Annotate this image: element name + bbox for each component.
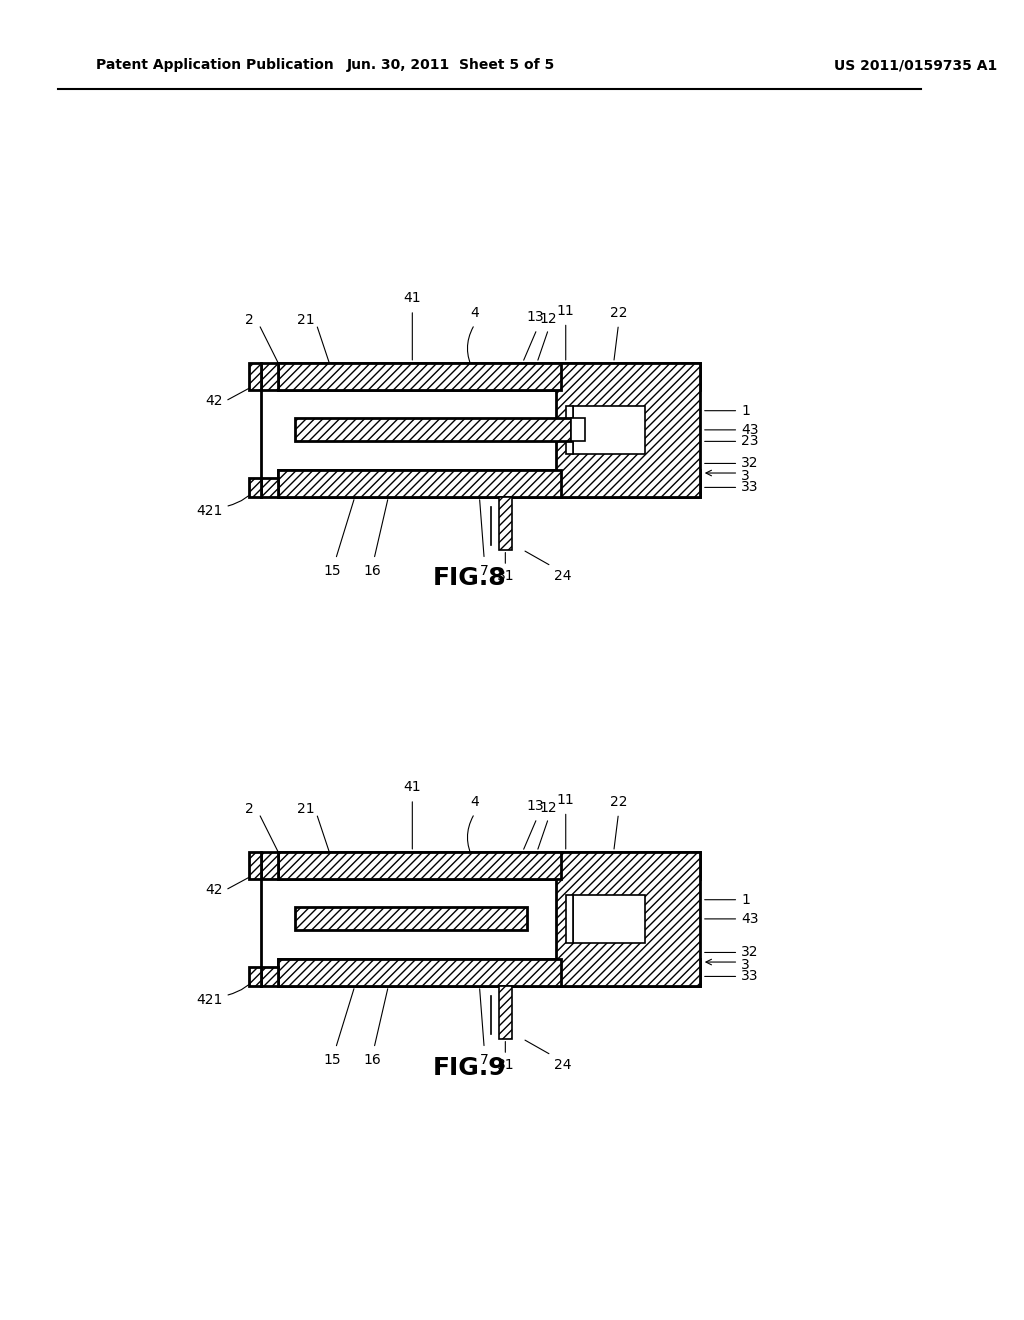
Text: 33: 33 bbox=[741, 969, 759, 983]
Text: US 2011/0159735 A1: US 2011/0159735 A1 bbox=[835, 58, 997, 73]
Text: 31: 31 bbox=[497, 569, 514, 583]
Bar bbox=[249, 966, 261, 986]
Bar bbox=[249, 851, 261, 879]
Text: Patent Application Publication: Patent Application Publication bbox=[96, 58, 334, 73]
Bar bbox=[261, 478, 279, 498]
Text: 2: 2 bbox=[246, 801, 254, 816]
Text: 32: 32 bbox=[741, 945, 759, 960]
Bar bbox=[556, 851, 700, 986]
Text: 31: 31 bbox=[497, 1057, 514, 1072]
Text: Jun. 30, 2011  Sheet 5 of 5: Jun. 30, 2011 Sheet 5 of 5 bbox=[346, 58, 555, 73]
Text: 12: 12 bbox=[540, 313, 557, 326]
Text: 21: 21 bbox=[297, 801, 314, 816]
Bar bbox=[295, 907, 527, 931]
Text: 42: 42 bbox=[205, 883, 222, 898]
Text: 4: 4 bbox=[470, 795, 479, 809]
Text: 41: 41 bbox=[403, 780, 421, 795]
Text: 3: 3 bbox=[741, 958, 750, 972]
Text: 43: 43 bbox=[741, 912, 759, 925]
Bar bbox=[279, 851, 700, 879]
Text: 13: 13 bbox=[526, 800, 544, 813]
Bar bbox=[573, 895, 645, 942]
Text: 43: 43 bbox=[741, 422, 759, 437]
Text: 7: 7 bbox=[480, 564, 488, 578]
Text: 15: 15 bbox=[324, 564, 342, 578]
Bar bbox=[573, 405, 645, 454]
Bar bbox=[565, 895, 573, 942]
Text: 16: 16 bbox=[364, 1053, 381, 1067]
Text: 23: 23 bbox=[741, 434, 759, 449]
Bar bbox=[499, 986, 512, 1039]
Bar bbox=[570, 418, 585, 441]
Text: 21: 21 bbox=[297, 313, 314, 326]
Text: 11: 11 bbox=[557, 304, 574, 318]
Bar bbox=[279, 960, 561, 986]
Bar bbox=[249, 478, 261, 498]
Bar bbox=[499, 498, 512, 549]
Text: 3: 3 bbox=[741, 469, 750, 483]
Text: 421: 421 bbox=[196, 504, 222, 519]
Bar bbox=[261, 851, 279, 879]
Bar bbox=[279, 851, 561, 879]
Bar bbox=[295, 418, 570, 441]
Text: 15: 15 bbox=[324, 1053, 342, 1067]
Text: 7: 7 bbox=[480, 1053, 488, 1067]
Text: 13: 13 bbox=[526, 310, 544, 325]
Bar bbox=[261, 363, 279, 389]
Text: 42: 42 bbox=[205, 395, 222, 408]
Bar bbox=[279, 363, 700, 389]
Bar bbox=[279, 470, 700, 498]
Text: 1: 1 bbox=[741, 892, 751, 907]
Text: 22: 22 bbox=[609, 306, 628, 319]
Text: 32: 32 bbox=[741, 457, 759, 470]
Text: 2: 2 bbox=[246, 313, 254, 326]
Bar bbox=[249, 363, 261, 389]
Bar bbox=[279, 960, 700, 986]
Text: 22: 22 bbox=[609, 795, 628, 809]
Text: 4: 4 bbox=[470, 306, 479, 319]
Bar bbox=[279, 470, 561, 498]
Text: 24: 24 bbox=[554, 1057, 571, 1072]
Text: 24: 24 bbox=[554, 569, 571, 583]
Bar bbox=[279, 363, 561, 389]
Text: 11: 11 bbox=[557, 793, 574, 807]
Bar bbox=[261, 966, 279, 986]
Bar bbox=[565, 405, 573, 454]
Text: 12: 12 bbox=[540, 801, 557, 816]
Bar bbox=[556, 363, 700, 498]
Text: 1: 1 bbox=[741, 404, 751, 417]
Text: FIG.8: FIG.8 bbox=[433, 566, 507, 590]
Text: 16: 16 bbox=[364, 564, 381, 578]
Text: 421: 421 bbox=[196, 994, 222, 1007]
Text: 41: 41 bbox=[403, 292, 421, 305]
Text: FIG.9: FIG.9 bbox=[433, 1056, 507, 1080]
Text: 33: 33 bbox=[741, 480, 759, 495]
